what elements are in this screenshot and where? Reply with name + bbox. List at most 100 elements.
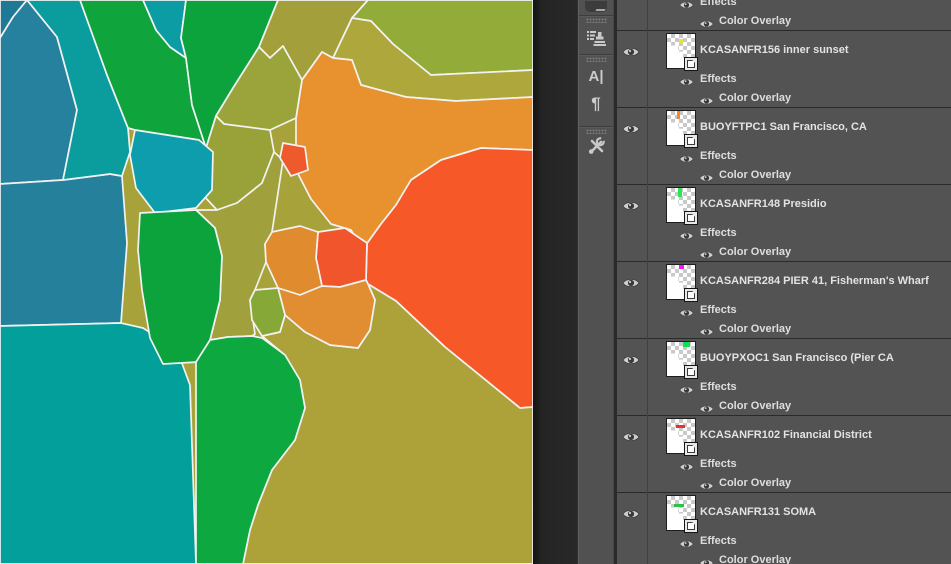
layer-name[interactable]: KCASANFR284 PIER 41, Fisherman's Wharf	[700, 275, 929, 287]
color-overlay-visibility-toggle[interactable]	[699, 16, 714, 28]
color-overlay-row[interactable]: Color Overlay	[617, 12, 951, 31]
layer-thumbnail[interactable]	[666, 33, 698, 71]
layers-list: Effects Color Overlay KCASANFR156 inner su…	[617, 0, 951, 564]
document-canvas[interactable]	[0, 0, 533, 564]
layer-thumbnail[interactable]	[666, 264, 698, 302]
character-panel-icon[interactable]: A|	[578, 64, 614, 88]
tool-presets-panel-icon[interactable]	[578, 134, 614, 156]
effects-visibility-toggle[interactable]	[679, 382, 694, 394]
layer-row[interactable]: KCASANFR284 PIER 41, Fisherman's Wharf	[617, 262, 951, 302]
layer-entry: KCASANFR131 SOMA Effects Color Overlay	[617, 493, 951, 564]
eye-icon	[699, 559, 714, 564]
effects-row[interactable]: Effects	[617, 301, 951, 320]
clone-source-stamp-icon	[587, 31, 606, 46]
effects-label: Effects	[700, 304, 737, 316]
color-overlay-row[interactable]: Color Overlay	[617, 166, 951, 185]
paragraph-panel-icon[interactable]: ¶	[578, 92, 614, 116]
layer-name[interactable]: BUOYFTPC1 San Francisco, CA	[700, 121, 867, 133]
effects-visibility-toggle[interactable]	[679, 459, 694, 471]
layer-visibility-toggle[interactable]	[622, 45, 640, 57]
layer-thumbnail[interactable]	[666, 110, 698, 148]
effects-visibility-toggle[interactable]	[679, 0, 694, 9]
effects-row[interactable]: Effects	[617, 532, 951, 551]
map-cell-teal-center	[129, 129, 214, 214]
dock-grip-dots[interactable]	[586, 57, 607, 62]
layer-row[interactable]: BUOYPXOC1 San Francisco (Pier CA	[617, 339, 951, 379]
effects-visibility-toggle[interactable]	[679, 228, 694, 240]
eye-icon	[679, 463, 694, 471]
color-overlay-label: Color Overlay	[719, 400, 792, 412]
character-panel-glyph: A|	[588, 67, 604, 85]
thumbnail-station-mark	[678, 188, 682, 197]
clone-source-panel-icon[interactable]	[578, 26, 614, 50]
dock-grip-dots[interactable]	[586, 18, 607, 23]
layer-thumbnail[interactable]	[666, 187, 698, 225]
color-overlay-row[interactable]: Color Overlay	[617, 551, 951, 564]
smart-object-badge	[684, 519, 698, 533]
effects-row[interactable]: Effects	[617, 224, 951, 243]
layer-visibility-toggle[interactable]	[622, 507, 640, 519]
color-overlay-row[interactable]: Color Overlay	[617, 243, 951, 262]
layer-entry: KCASANFR102 Financial District Effects Col…	[617, 416, 951, 493]
layer-entry: BUOYPXOC1 San Francisco (Pier CA Effects C…	[617, 339, 951, 416]
eye-icon	[622, 356, 640, 364]
color-overlay-visibility-toggle[interactable]	[699, 93, 714, 105]
color-overlay-visibility-toggle[interactable]	[699, 247, 714, 259]
layer-name[interactable]: KCASANFR131 SOMA	[700, 506, 817, 518]
color-overlay-row[interactable]: Color Overlay	[617, 474, 951, 493]
layer-name[interactable]: KCASANFR148 Presidio	[700, 198, 827, 210]
color-overlay-label: Color Overlay	[719, 246, 792, 258]
color-overlay-row[interactable]: Color Overlay	[617, 397, 951, 416]
layer-name[interactable]: KCASANFR156 inner sunset	[700, 44, 849, 56]
layer-row[interactable]: KCASANFR148 Presidio	[617, 185, 951, 225]
effects-visibility-toggle[interactable]	[679, 151, 694, 163]
layer-entry: KCASANFR284 PIER 41, Fisherman's Wharf Ef…	[617, 262, 951, 339]
effects-visibility-toggle[interactable]	[679, 536, 694, 548]
color-overlay-visibility-toggle[interactable]	[699, 401, 714, 413]
color-overlay-visibility-toggle[interactable]	[699, 555, 714, 564]
effects-row[interactable]: Effects	[617, 70, 951, 89]
layer-thumbnail[interactable]	[666, 418, 698, 456]
smart-object-badge	[684, 134, 698, 148]
color-overlay-row[interactable]: Color Overlay	[617, 320, 951, 339]
layer-row[interactable]: KCASANFR102 Financial District	[617, 416, 951, 456]
color-overlay-row[interactable]: Color Overlay	[617, 89, 951, 108]
eye-icon	[699, 328, 714, 336]
thumbnail-station-mark	[683, 342, 690, 347]
color-overlay-visibility-toggle[interactable]	[699, 324, 714, 336]
layer-name[interactable]: KCASANFR102 Financial District	[700, 429, 872, 441]
layer-visibility-toggle[interactable]	[622, 199, 640, 211]
effects-label: Effects	[700, 227, 737, 239]
layer-thumbnail[interactable]	[666, 495, 698, 533]
partial-panel-icon[interactable]	[578, 0, 614, 13]
layer-thumbnail[interactable]	[666, 341, 698, 379]
layer-row[interactable]: KCASANFR131 SOMA	[617, 493, 951, 533]
effects-row[interactable]: Effects	[617, 378, 951, 397]
eye-icon	[679, 78, 694, 86]
smart-object-badge	[684, 57, 698, 71]
partial-panel-icon-shape	[585, 1, 607, 12]
effects-row[interactable]: Effects	[617, 147, 951, 166]
layer-row[interactable]: KCASANFR156 inner sunset	[617, 31, 951, 71]
layer-visibility-toggle[interactable]	[622, 353, 640, 365]
layer-visibility-toggle[interactable]	[622, 430, 640, 442]
effects-visibility-toggle[interactable]	[679, 74, 694, 86]
effects-row[interactable]: Effects	[617, 455, 951, 474]
color-overlay-visibility-toggle[interactable]	[699, 478, 714, 490]
smart-object-badge	[684, 288, 698, 302]
effects-label: Effects	[700, 150, 737, 162]
panel-dock-strip: A| ¶	[577, 0, 614, 564]
layer-visibility-toggle[interactable]	[622, 122, 640, 134]
layer-row[interactable]: BUOYFTPC1 San Francisco, CA	[617, 108, 951, 148]
thumbnail-station-mark	[676, 425, 685, 428]
dock-grip-dots[interactable]	[586, 129, 607, 134]
layer-name[interactable]: BUOYPXOC1 San Francisco (Pier CA	[700, 352, 894, 364]
layer-visibility-toggle[interactable]	[622, 276, 640, 288]
eye-column-divider	[647, 0, 648, 564]
eye-icon	[622, 510, 640, 518]
eye-icon	[679, 232, 694, 240]
color-overlay-visibility-toggle[interactable]	[699, 170, 714, 182]
effects-visibility-toggle[interactable]	[679, 305, 694, 317]
effects-row[interactable]: Effects	[617, 0, 951, 12]
